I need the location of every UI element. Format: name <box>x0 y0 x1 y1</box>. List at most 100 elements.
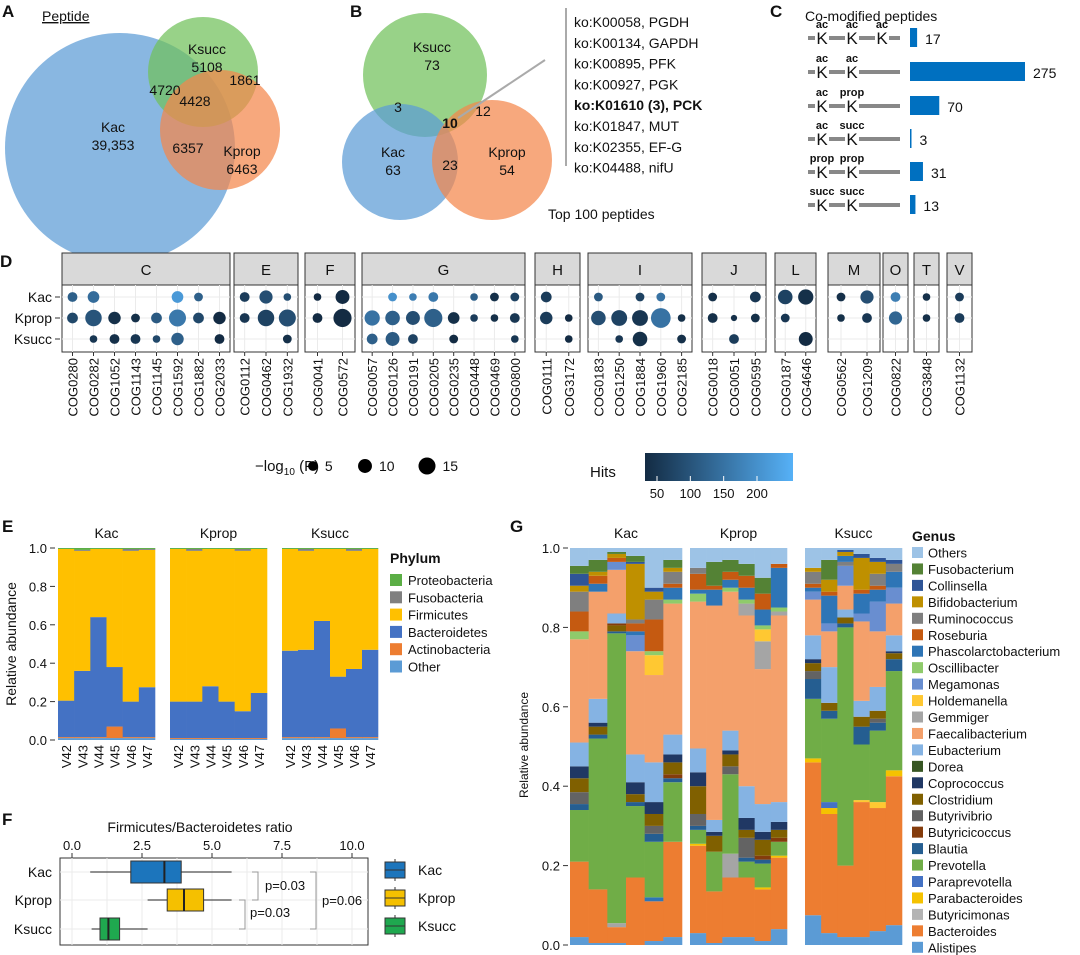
bubble <box>490 314 499 322</box>
bubble <box>837 314 845 322</box>
facet-label: L <box>791 262 799 279</box>
bar-segment-blautia <box>837 623 854 628</box>
bar-segment-eubacterium <box>706 819 723 832</box>
bar-segment-other <box>298 738 315 740</box>
bar-segment-butyrivibrio <box>738 837 755 858</box>
bar-segment-fusobacterium <box>754 577 772 594</box>
bar-segment-faecalibacterium <box>853 621 870 701</box>
bar-segment-proteobacteria <box>330 548 347 549</box>
bubble <box>385 332 400 346</box>
bar <box>910 28 918 47</box>
bar-segment-coprococcus <box>722 750 739 755</box>
cog-label: COG0800 <box>508 358 523 417</box>
bubble <box>213 311 226 325</box>
bar-segment-fusobacteria <box>122 548 140 551</box>
bar-segment-ruminococcus <box>690 567 707 574</box>
bar-segment-bifidobacterium <box>626 563 645 620</box>
bar-value: 70 <box>947 99 963 115</box>
venn-top100: Ksucc 73 Kac 63 Kprop 54 3 12 10 23 ko:K00058, PGD… <box>342 8 702 222</box>
intersection-count: 4720 <box>149 82 180 98</box>
bar-segment-coprococcus <box>644 802 664 814</box>
bar-segment-faecalibacterium <box>690 601 707 749</box>
bubble <box>109 334 120 344</box>
y-axis-label: Relative abundance <box>3 582 19 706</box>
bubble <box>405 311 420 325</box>
bar-segment-alistipes <box>770 929 788 945</box>
cog-label: COG0183 <box>591 358 606 417</box>
bar-segment-holdemanella <box>853 800 870 803</box>
bar-segment-eubacterium <box>837 609 854 618</box>
bar-segment-bacteroides <box>754 889 772 942</box>
bar-segment-ruminococcus <box>626 619 645 624</box>
bar-segment-other <box>234 739 252 740</box>
bar-segment-blautia <box>626 802 645 807</box>
cog-label: COG0041 <box>311 358 326 417</box>
bar-segment-oscillibacter <box>690 593 707 602</box>
bar-segment-bacteroides <box>738 877 755 938</box>
bubble <box>282 334 292 344</box>
facet-label: Kprop <box>720 525 758 541</box>
lysine-residue: K <box>876 29 888 48</box>
legend-label: Alistipes <box>928 940 977 955</box>
bar-segment-bifidobacterium <box>644 591 664 600</box>
bar-segment-holdemanella <box>754 629 772 642</box>
bar-segment-prevotella <box>722 774 739 854</box>
bubble <box>860 290 874 304</box>
box <box>166 888 205 912</box>
cog-label: COG0595 <box>748 358 763 417</box>
facet-label: I <box>638 262 642 279</box>
bar <box>910 129 912 148</box>
bar-segment-fusobacterium <box>588 559 608 572</box>
y-tick-label: 0.4 <box>542 779 560 794</box>
bar-segment-actinobacteria <box>122 737 140 739</box>
bar-segment-oscillibacter <box>754 625 772 630</box>
bubble <box>750 313 760 323</box>
bar-segment-collinsella <box>853 553 870 558</box>
bar-segment-roseburia <box>722 571 739 580</box>
panel-label: A <box>2 2 14 21</box>
bar-segment-other <box>74 738 91 740</box>
bar-segment-clostridium <box>885 653 903 660</box>
venn-title: Peptide <box>42 8 90 24</box>
bar-segment-bifidobacterium <box>853 557 870 590</box>
bar-segment-bacteroidetes <box>58 700 75 738</box>
bar-segment-holdemanella <box>644 655 664 676</box>
facet-label: G <box>438 262 450 279</box>
bubble <box>89 335 98 343</box>
bubble <box>591 310 606 326</box>
color-bar <box>645 453 793 481</box>
bar-segment-proteobacteria <box>346 548 363 549</box>
bubble <box>708 292 718 302</box>
bar-segment-phascolarctobacterium <box>588 583 608 592</box>
intersection-count: 3 <box>394 99 402 115</box>
bar-segment-bacteroidetes <box>106 667 123 727</box>
bubble <box>615 335 624 343</box>
residue-bg <box>875 28 889 46</box>
panel-label: G <box>510 517 523 536</box>
x-tick-label: 5.0 <box>203 838 221 853</box>
bar-segment-proteobacteria <box>58 548 75 549</box>
cog-bubble-chart: Kac Kprop Ksucc C COG0280 COG0282 COG1052 COG11… <box>14 252 973 501</box>
legend-label: Megamonas <box>928 677 1000 692</box>
bar-segment-eubacterium <box>690 748 707 773</box>
ko-annotation: ko:K01610 (3), PCK <box>574 97 702 113</box>
bar-segment-prevotella <box>770 841 788 856</box>
cog-label: COG1250 <box>612 358 627 417</box>
facet-label: O <box>890 262 902 279</box>
modification-label: ac <box>846 19 858 31</box>
bar-segment-clostridium <box>805 663 822 672</box>
bar-segment-oscillibacter <box>644 651 664 656</box>
sample-label: V47 <box>140 745 155 768</box>
panel-label: F <box>2 810 12 829</box>
panel-label: B <box>350 2 362 21</box>
cog-label: COG0057 <box>365 358 380 417</box>
bar-segment-bacteroides <box>722 877 739 938</box>
size-legend-label: 15 <box>443 458 459 474</box>
bubble <box>777 289 793 305</box>
bar-segment-fusobacteria <box>186 548 203 551</box>
bar-segment-alistipes <box>853 937 870 945</box>
legend-label: Dorea <box>928 759 964 774</box>
legend-label: Eubacterium <box>928 743 1001 758</box>
bar-segment-blautia <box>738 857 755 862</box>
bar-segment-parabacteroides <box>885 770 903 777</box>
